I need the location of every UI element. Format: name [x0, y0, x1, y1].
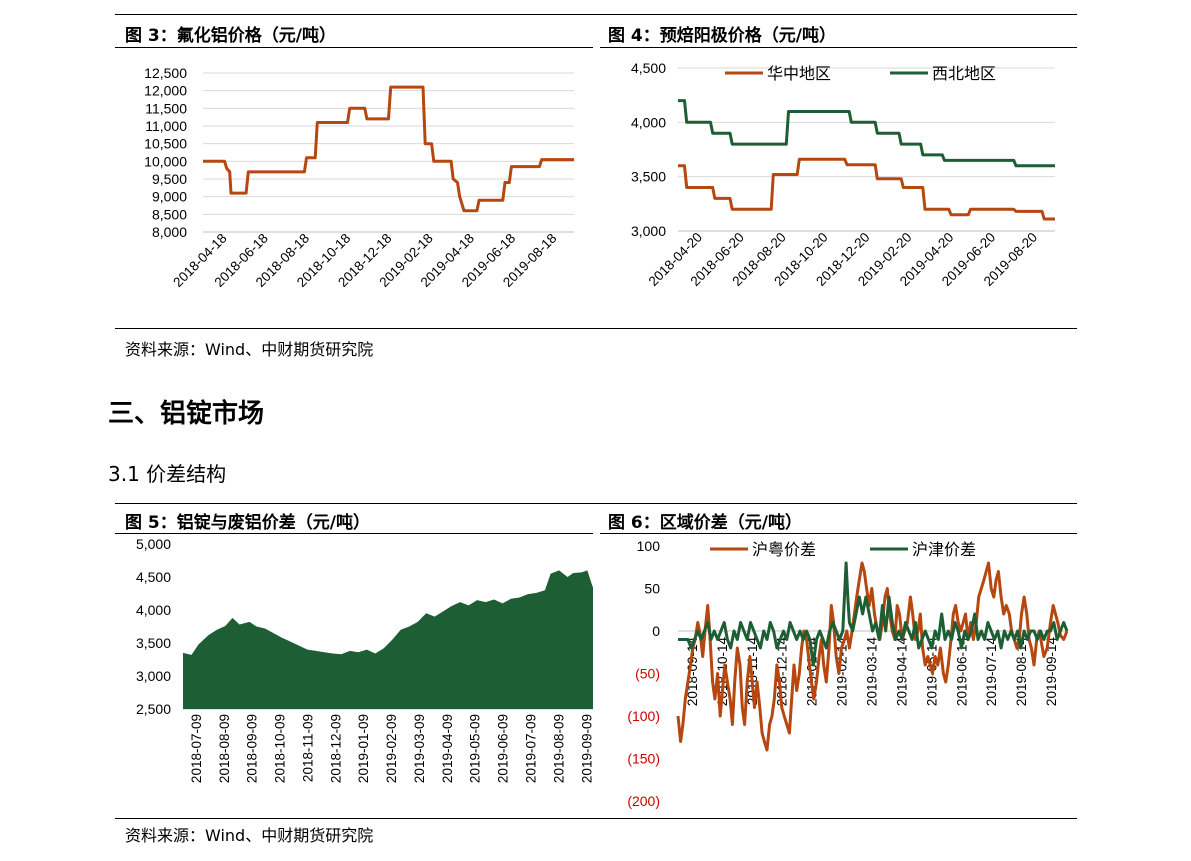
x-tick-label: 2019-05-09 — [468, 714, 483, 783]
y-tick-label: 3,000 — [136, 668, 171, 684]
legend-label: 沪津价差 — [912, 541, 976, 559]
x-tick-label: 2019-03-09 — [412, 714, 427, 783]
bottom-source-rule — [115, 818, 1077, 819]
area-series — [183, 570, 593, 709]
y-tick-label: 3,000 — [631, 223, 666, 239]
y-tick-label: 11,500 — [145, 100, 187, 116]
x-tick-label: 2018-12-09 — [328, 714, 343, 783]
line-series-1 — [203, 85, 574, 213]
y-tick-label: (100) — [627, 708, 660, 724]
y-tick-label: 11,000 — [145, 118, 187, 134]
top-title-rule-left — [115, 47, 593, 48]
legend-label: 华中地区 — [767, 65, 831, 83]
subsection-title: 3.1 价差结构 — [108, 462, 227, 486]
bottom-source-note: 资料来源：Wind、中财期货研究院 — [125, 826, 374, 845]
x-tick-label: 2018-10-09 — [273, 714, 288, 783]
y-tick-label: 4,000 — [136, 602, 171, 618]
x-tick-label: 2019-03-14 — [865, 637, 880, 707]
fig5-title: 图 5：铝锭与废铝价差（元/吨） — [125, 513, 370, 533]
y-tick-label: 9,500 — [152, 171, 187, 187]
fig3-title: 图 3：氟化铝价格（元/吨） — [125, 26, 336, 46]
x-tick-label: 2019-06-14 — [954, 637, 969, 707]
line-series-2 — [678, 99, 1055, 168]
fig4-chart: 4,5004,0003,5003,0002018-04-202018-06-20… — [631, 60, 1055, 289]
y-tick-label: 8,500 — [152, 206, 187, 222]
x-tick-label: 2019-01-09 — [356, 714, 371, 783]
y-tick-label: 100 — [637, 538, 661, 554]
y-tick-label: 4,000 — [631, 114, 666, 130]
top-source-rule — [115, 328, 1077, 329]
x-tick-label: 2019-07-09 — [524, 714, 539, 783]
y-tick-label: 10,500 — [144, 136, 187, 152]
y-tick-label: 2,500 — [136, 701, 171, 717]
x-tick-label: 2018-11-09 — [300, 714, 315, 782]
line-series-1 — [676, 561, 1069, 752]
fig4-title: 图 4：预焙阳极价格（元/吨） — [608, 26, 836, 46]
x-tick-label: 2018-12-14 — [775, 637, 790, 707]
x-tick-label: 2019-02-09 — [384, 714, 399, 783]
bottom-title-rule-right — [600, 533, 1077, 534]
legend-label: 沪粤价差 — [752, 540, 816, 559]
y-tick-label: 12,500 — [144, 65, 187, 81]
x-tick-label: 2018-09-09 — [245, 714, 260, 783]
x-tick-label: 2018-09-14 — [685, 637, 700, 707]
y-tick-label: 9,000 — [152, 189, 187, 205]
fig6-title: 图 6：区域价差（元/吨） — [608, 513, 802, 533]
y-tick-label: 3,500 — [136, 635, 171, 651]
y-tick-label: 5,000 — [136, 536, 171, 552]
y-tick-label: 0 — [652, 623, 660, 639]
line-series-1 — [678, 157, 1055, 221]
y-tick-label: 4,500 — [631, 60, 666, 76]
section-title: 三、铝锭市场 — [108, 399, 265, 429]
bottom-title-rule-left — [115, 533, 593, 534]
y-tick-label: 12,000 — [144, 83, 187, 99]
fig5-chart: 5,000 4,500 4,000 3,500 3,000 2,500 2018-07-09… — [136, 536, 593, 783]
y-tick-label: 8,000 — [152, 224, 187, 240]
x-tick-label: 2019-08-14 — [1014, 637, 1029, 707]
x-tick-label: 2018-07-09 — [189, 714, 204, 783]
top-source-note: 资料来源：Wind、中财期货研究院 — [125, 340, 374, 359]
x-tick-label: 2019-07-14 — [984, 637, 999, 707]
x-tick-label: 2019-09-14 — [1044, 637, 1059, 707]
line-series-2 — [678, 561, 1069, 667]
y-tick-label: 50 — [644, 581, 660, 597]
bottom-top-rule — [115, 503, 1077, 504]
x-tick-label: 2019-04-09 — [440, 714, 455, 783]
x-tick-label: 2018-08-09 — [217, 714, 232, 783]
y-tick-label: 10,000 — [144, 153, 187, 169]
top-title-rule-right — [600, 47, 1077, 48]
top-rule — [115, 14, 1077, 15]
x-tick-label: 2019-02-14 — [835, 637, 850, 707]
legend-label: 西北地区 — [932, 65, 996, 83]
x-tick-label: 2019-08-09 — [551, 714, 566, 783]
y-tick-label: 4,500 — [136, 569, 171, 585]
x-tick-label: 2019-09-09 — [579, 714, 593, 783]
x-tick-label: 2019-04-14 — [894, 637, 909, 707]
fig6-chart: 100 50 0 (50) (100) (150) (200) 2018-09-14 2018-… — [627, 538, 1069, 809]
y-tick-label: 3,500 — [631, 169, 666, 185]
y-tick-label: (50) — [635, 666, 660, 682]
x-tick-label: 2019-06-09 — [496, 714, 511, 783]
y-tick-label: (150) — [627, 751, 660, 767]
y-tick-label: (200) — [627, 793, 660, 809]
